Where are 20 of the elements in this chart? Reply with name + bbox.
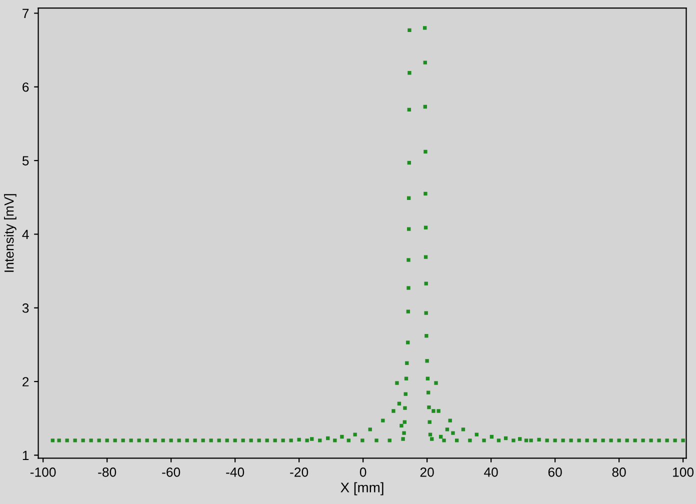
x-tick-label: -100 [30,468,56,477]
x-tick-label: 40 [484,468,498,477]
y-tick-label: 4 [22,230,29,239]
x-tick-label: 20 [420,468,434,477]
x-tick-label: 60 [548,468,562,477]
x-tick-label: -20 [290,468,308,477]
x-axis-title: X [mm] [340,482,384,496]
y-tick-label: 3 [22,303,29,313]
y-tick-label: 6 [22,82,29,92]
y-tick-label: 1 [22,450,29,460]
x-tick-label: -60 [162,468,180,477]
y-tick-label: 2 [22,377,29,386]
x-tick-label: -40 [226,468,244,477]
x-tick-label: 100 [673,468,694,477]
x-tick-label: 0 [360,468,366,477]
y-tick-label: 7 [22,8,29,18]
x-tick-label: -80 [98,468,116,477]
y-tick-label: 5 [22,156,29,166]
y-axis-title: Intensity [mV] [4,194,16,272]
x-tick-label: 80 [612,468,626,477]
